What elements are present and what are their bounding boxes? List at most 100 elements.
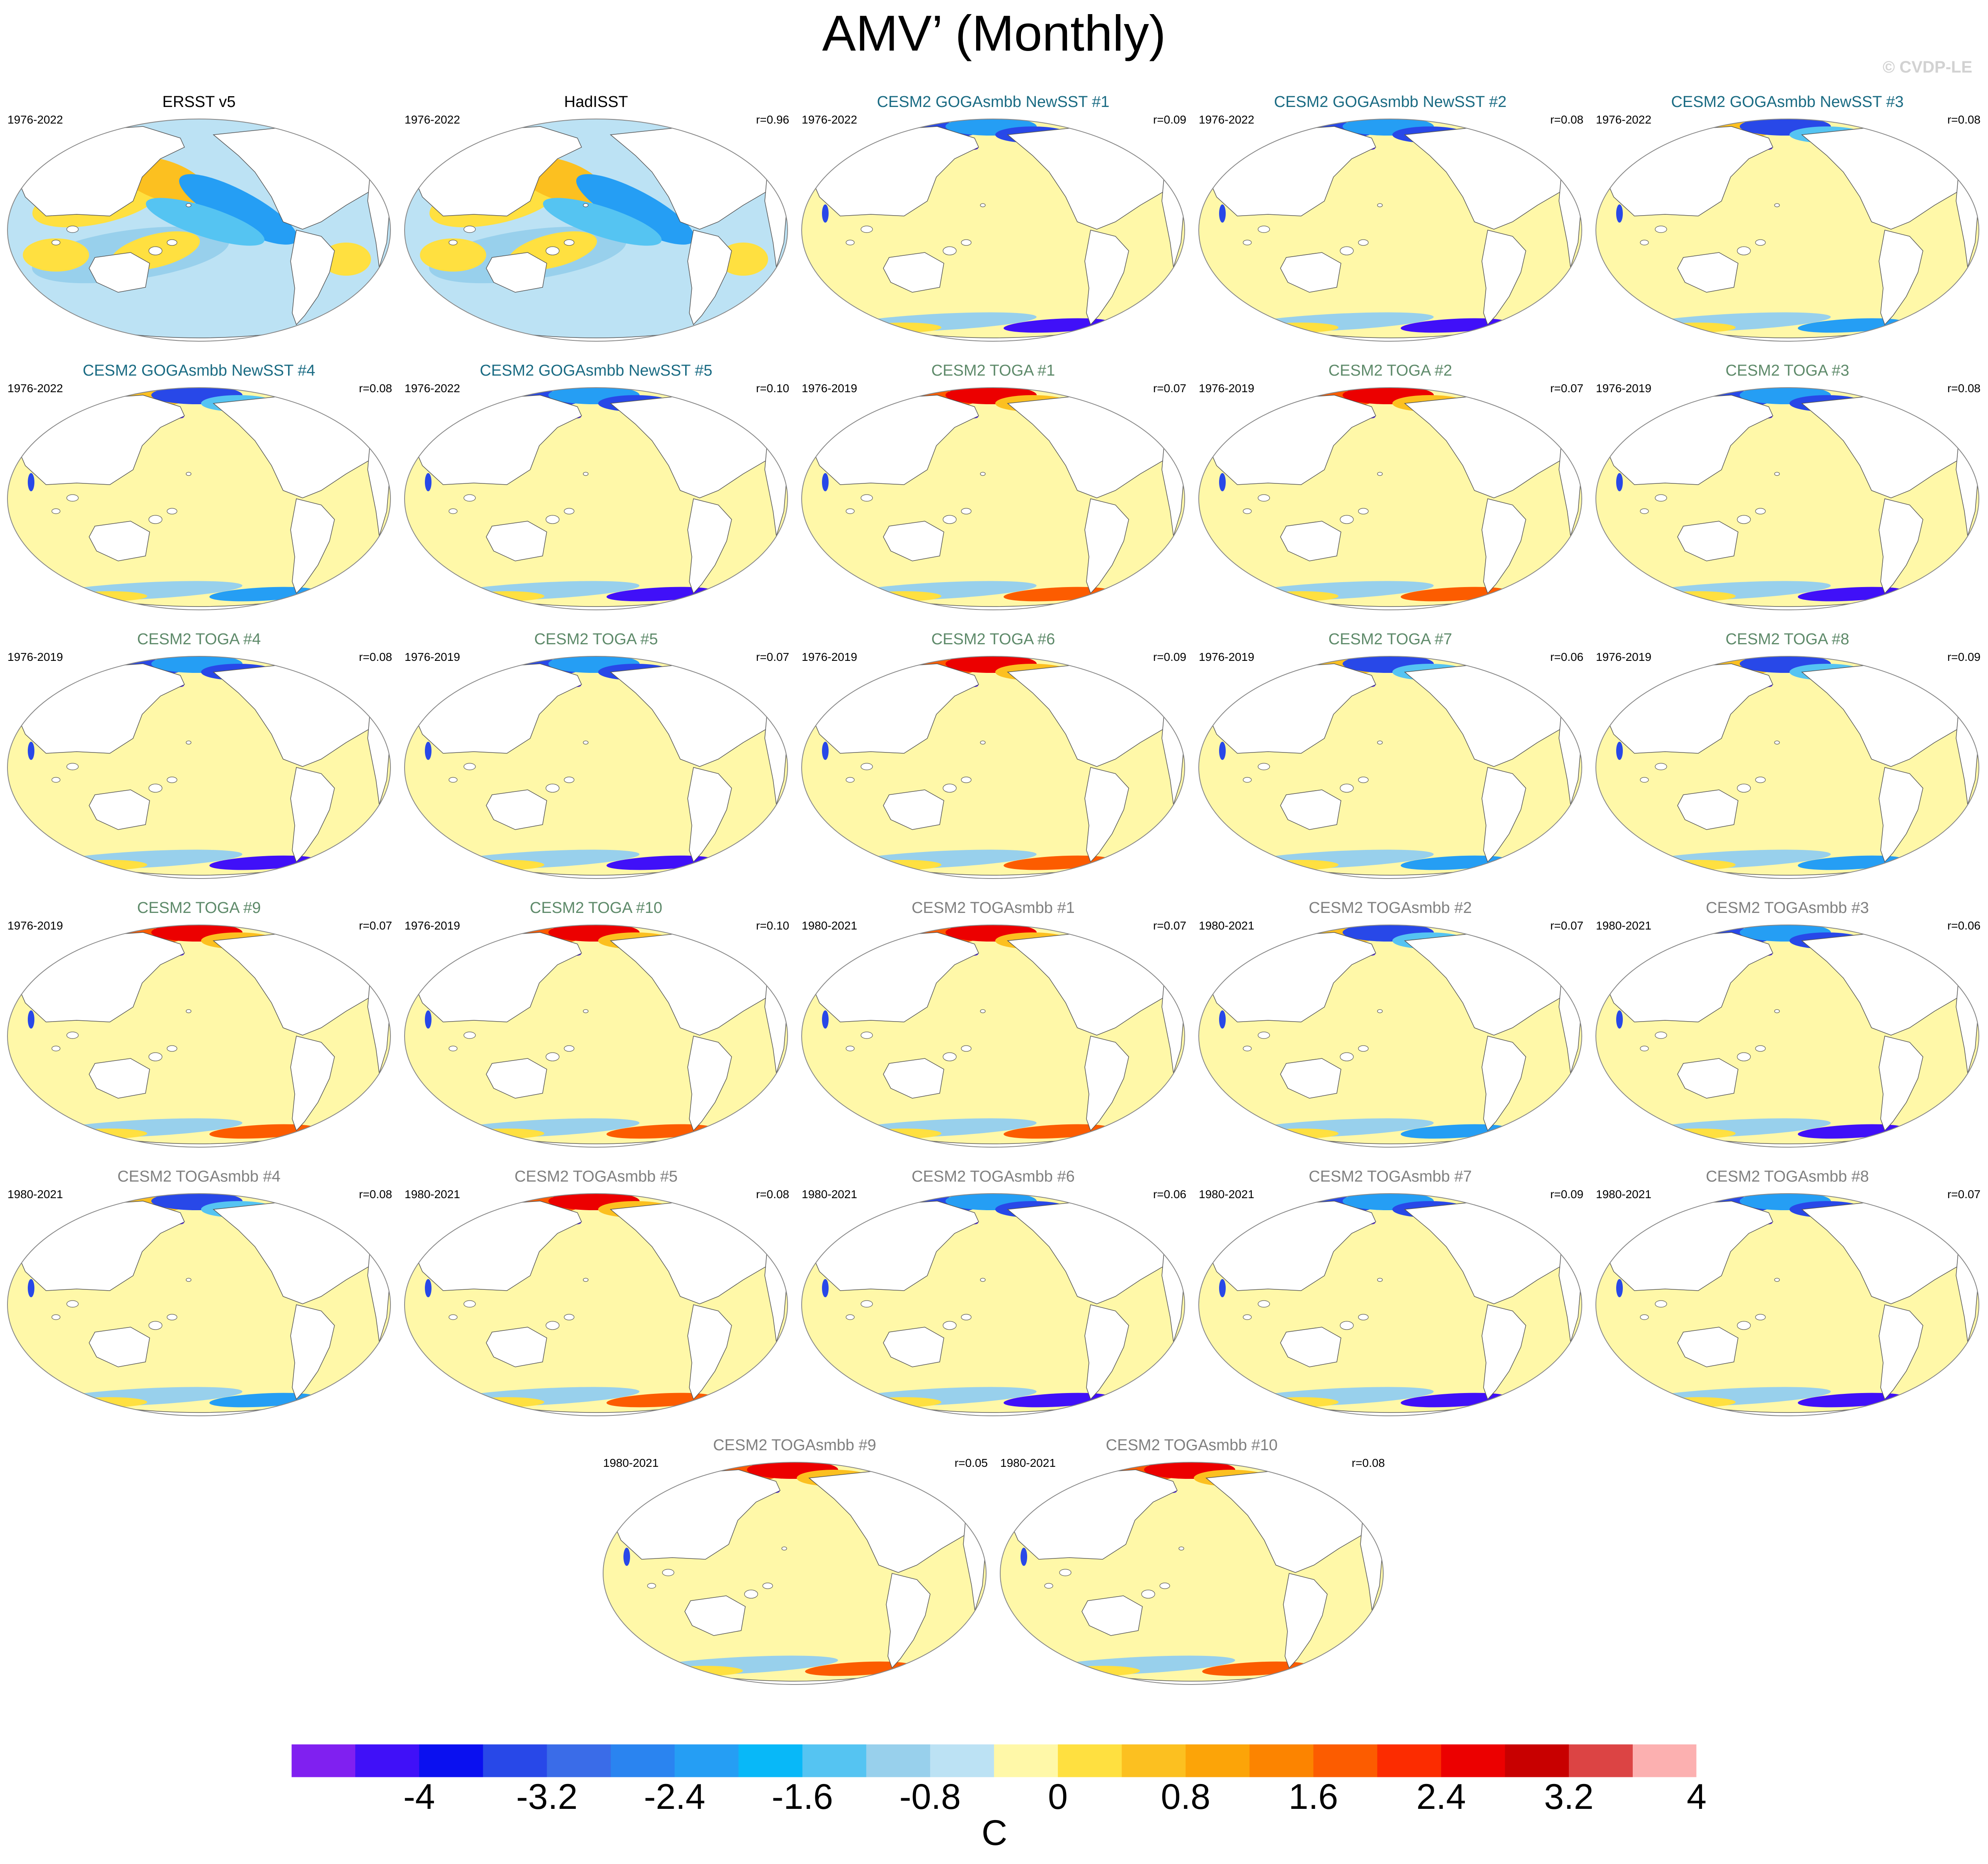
- panel-title: CESM2 GOGAsmbb NewSST #4: [82, 362, 315, 379]
- panel-correlation: r=0.09: [1153, 113, 1186, 126]
- south-america-land: [290, 1036, 335, 1131]
- island-land: [1243, 508, 1252, 514]
- south-america-land: [886, 1573, 931, 1669]
- colorbar-swatch: [802, 1744, 867, 1777]
- southern-ocean-warm: [1661, 323, 1736, 333]
- map-panel: CESM2 TOGAsmbb #10 1980-2021 r=0.08: [993, 1437, 1391, 1689]
- map-frame: [404, 119, 788, 342]
- island-land: [861, 226, 873, 233]
- island-land: [861, 1300, 873, 1308]
- panel-title: CESM2 TOGAsmbb #9: [713, 1437, 876, 1454]
- world-map: [1595, 387, 1979, 610]
- panel-period: 1976-2022: [7, 113, 63, 126]
- island-land: [1737, 1052, 1751, 1061]
- island-land: [1258, 763, 1270, 770]
- island-land: [1755, 1314, 1766, 1320]
- island-land: [1640, 777, 1649, 783]
- panel-period: 1976-2019: [1596, 650, 1651, 663]
- map-panel: HadISST 1976-2022 r=0.96: [397, 93, 795, 346]
- indian-coastal-anomaly: [28, 1279, 34, 1297]
- island-land: [1755, 777, 1766, 783]
- island-land: [980, 203, 986, 207]
- panel-correlation: r=0.08: [1947, 113, 1981, 126]
- panel-period: 1976-2022: [405, 113, 460, 126]
- map-panel: CESM2 TOGA #7 1976-2019 r=0.06: [1191, 631, 1589, 883]
- world-map: [801, 119, 1185, 342]
- colorbar-swatch: [930, 1744, 994, 1777]
- southern-ocean-warm: [470, 860, 544, 870]
- colorbar-swatch: [611, 1744, 675, 1777]
- panel-period: 1976-2019: [802, 650, 857, 663]
- world-map: [1595, 1193, 1979, 1416]
- south-america-land: [687, 1036, 732, 1131]
- island-land: [1243, 1314, 1252, 1320]
- world-map: [404, 387, 788, 610]
- colorbar-tick-label: 0: [1048, 1777, 1068, 1817]
- australia-land: [1677, 521, 1738, 561]
- island-land: [846, 777, 855, 783]
- world-map: [1595, 119, 1979, 342]
- island-land: [449, 1314, 458, 1320]
- island-land: [1640, 240, 1649, 245]
- south-america-land: [290, 1304, 335, 1400]
- australia-land: [1280, 521, 1341, 561]
- indian-coastal-anomaly: [1219, 204, 1226, 223]
- australia-land: [486, 521, 547, 561]
- panel-title: CESM2 TOGAsmbb #7: [1309, 1168, 1472, 1185]
- south-america-land: [290, 498, 335, 594]
- colorbar-tick-label: 0.8: [1161, 1777, 1211, 1817]
- south-america-land: [1879, 767, 1923, 863]
- world-map: [801, 1193, 1185, 1416]
- island-land: [449, 240, 458, 245]
- map-frame: [404, 656, 788, 879]
- map-frame: [1198, 1193, 1582, 1416]
- island-land: [66, 226, 79, 233]
- island-land: [1159, 1582, 1170, 1589]
- south-america-land: [1481, 498, 1526, 594]
- world-map: [7, 387, 391, 610]
- panel-title: CESM2 GOGAsmbb NewSST #1: [877, 93, 1110, 111]
- island-land: [943, 784, 957, 793]
- panel-period: 1976-2019: [1199, 382, 1254, 395]
- map-frame: [603, 1462, 987, 1685]
- map-frame: [7, 925, 391, 1148]
- indian-coastal-anomaly: [1616, 1010, 1623, 1029]
- map-panel: CESM2 TOGA #2 1976-2019 r=0.07: [1191, 362, 1589, 615]
- australia-land: [1280, 789, 1341, 830]
- island-land: [1340, 246, 1354, 255]
- southern-ocean-warm: [867, 1397, 941, 1407]
- panel-period: 1976-2019: [7, 650, 63, 663]
- panel-period: 1980-2021: [802, 919, 857, 932]
- island-land: [564, 1045, 575, 1052]
- panel-period: 1980-2021: [1596, 1188, 1651, 1201]
- island-land: [186, 740, 192, 745]
- map-panel: CESM2 TOGA #6 1976-2019 r=0.09: [794, 631, 1192, 883]
- world-map: [404, 925, 788, 1148]
- south-america-land: [1879, 1036, 1923, 1131]
- island-land: [1044, 1583, 1053, 1589]
- panel-title: CESM2 TOGA #8: [1725, 631, 1850, 648]
- island-land: [1640, 508, 1649, 514]
- map-panel: CESM2 TOGAsmbb #6 1980-2021 r=0.06: [794, 1168, 1192, 1421]
- colorbar-tick-label: 3.2: [1544, 1777, 1594, 1817]
- island-land: [1377, 472, 1383, 476]
- island-land: [943, 515, 957, 524]
- island-land: [662, 1569, 674, 1576]
- panel-title: CESM2 TOGA #4: [137, 631, 261, 648]
- panel-correlation: r=0.08: [1947, 382, 1981, 395]
- island-land: [51, 1046, 61, 1051]
- island-land: [1737, 784, 1751, 793]
- map-panel: CESM2 GOGAsmbb NewSST #5 1976-2022 r=0.10: [397, 362, 795, 615]
- map-frame: [801, 1193, 1185, 1416]
- panel-title: CESM2 TOGA #6: [931, 631, 1055, 648]
- island-land: [1358, 239, 1369, 246]
- island-land: [1655, 763, 1667, 770]
- island-land: [1737, 246, 1751, 255]
- world-map: [1595, 925, 1979, 1148]
- australia-land: [486, 1058, 547, 1099]
- colorbar-swatch: [547, 1744, 611, 1777]
- island-land: [1358, 1045, 1369, 1052]
- island-land: [1258, 226, 1270, 233]
- island-land: [463, 226, 476, 233]
